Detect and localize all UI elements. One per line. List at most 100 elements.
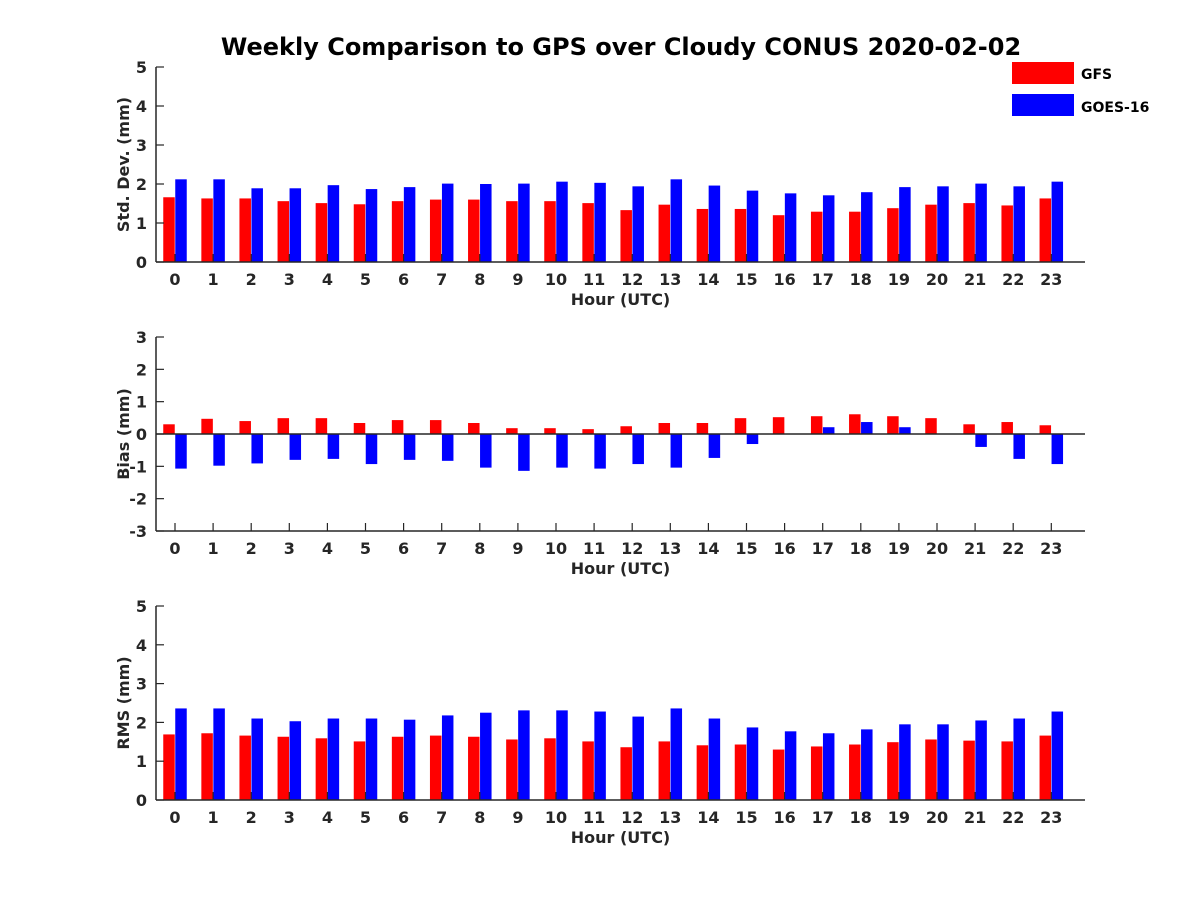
bias-x-tick-label: 18 bbox=[850, 539, 872, 558]
std-dev-x-tick-label: 8 bbox=[474, 270, 485, 289]
rms-bar-gfs-11 bbox=[582, 741, 594, 800]
bias-x-tick-label: 15 bbox=[735, 539, 757, 558]
std-dev-x-tick-label: 11 bbox=[583, 270, 605, 289]
std-dev-y-tick-label: 0 bbox=[136, 253, 147, 272]
bias-x-tick-label: 21 bbox=[964, 539, 986, 558]
std-dev-x-tick-label: 10 bbox=[545, 270, 567, 289]
std-dev-bar-gfs-4 bbox=[315, 203, 328, 262]
rms-x-tick-label: 10 bbox=[545, 808, 567, 827]
std-dev-bar-gfs-22 bbox=[1001, 205, 1013, 262]
bias-y-tick-label: 2 bbox=[136, 360, 147, 379]
rms-x-tick-label: 23 bbox=[1040, 808, 1062, 827]
std-dev-bar-gfs-21 bbox=[963, 203, 975, 262]
rms-bar-gfs-18 bbox=[849, 744, 861, 800]
std-dev-x-tick-label: 5 bbox=[360, 270, 371, 289]
bias-y-tick-label: 1 bbox=[136, 393, 147, 412]
std-dev-bar-gfs-2 bbox=[239, 198, 251, 262]
bias-bar-goes16-22 bbox=[1013, 434, 1025, 459]
bias-bar-gfs-11 bbox=[582, 429, 594, 434]
rms-y-tick-label: 5 bbox=[136, 597, 147, 616]
rms-bar-goes16-4 bbox=[327, 718, 340, 800]
bias-y-tick-label: 3 bbox=[136, 328, 147, 347]
std-dev-bar-goes16-0 bbox=[175, 179, 187, 262]
std-dev-x-tick-label: 17 bbox=[812, 270, 834, 289]
std-dev-bar-gfs-19 bbox=[887, 208, 899, 262]
rms-x-axis-label: Hour (UTC) bbox=[571, 828, 671, 847]
bias-x-tick-label: 10 bbox=[545, 539, 567, 558]
rms-bar-gfs-22 bbox=[1001, 741, 1013, 800]
std-dev-bar-goes16-8 bbox=[480, 184, 492, 262]
bias-bar-goes16-18 bbox=[861, 422, 873, 434]
std-dev-x-tick-label: 23 bbox=[1040, 270, 1062, 289]
std-dev-bar-goes16-4 bbox=[327, 185, 340, 262]
bias-bar-gfs-12 bbox=[620, 426, 632, 434]
std-dev-bar-gfs-7 bbox=[429, 199, 442, 262]
rms-bar-gfs-10 bbox=[544, 738, 556, 800]
std-dev-bar-gfs-10 bbox=[544, 201, 556, 262]
bias-bar-gfs-17 bbox=[810, 416, 823, 434]
bias-x-tick-label: 17 bbox=[812, 539, 834, 558]
rms-bar-gfs-23 bbox=[1039, 735, 1052, 800]
std-dev-y-tick-label: 3 bbox=[136, 136, 147, 155]
rms-bar-gfs-21 bbox=[963, 740, 975, 800]
std-dev-bar-goes16-19 bbox=[899, 187, 911, 262]
rms-bar-gfs-14 bbox=[696, 745, 709, 800]
std-dev-bar-goes16-16 bbox=[784, 193, 797, 262]
rms-bar-gfs-15 bbox=[734, 744, 747, 800]
std-dev-bar-goes16-21 bbox=[975, 183, 987, 262]
legend-label-goes16: GOES-16 bbox=[1081, 100, 1149, 116]
rms-x-tick-label: 12 bbox=[621, 808, 643, 827]
bias-x-tick-label: 6 bbox=[398, 539, 409, 558]
rms-bar-gfs-6 bbox=[391, 736, 404, 800]
bias-y-tick-label: -3 bbox=[129, 522, 147, 541]
bias-bar-goes16-8 bbox=[480, 434, 492, 468]
bias-bar-goes16-0 bbox=[175, 434, 187, 469]
std-dev-bar-goes16-5 bbox=[365, 189, 378, 262]
bias-x-tick-label: 7 bbox=[436, 539, 447, 558]
std-dev-bar-gfs-3 bbox=[277, 201, 290, 262]
rms-bar-goes16-10 bbox=[556, 710, 568, 800]
rms-x-tick-label: 8 bbox=[474, 808, 485, 827]
rms-bar-goes16-12 bbox=[632, 716, 644, 800]
rms-bar-goes16-6 bbox=[403, 719, 416, 800]
std-dev-x-tick-label: 14 bbox=[697, 270, 719, 289]
std-dev-x-tick-label: 18 bbox=[850, 270, 872, 289]
bias-x-tick-label: 23 bbox=[1040, 539, 1062, 558]
rms-x-tick-label: 15 bbox=[735, 808, 757, 827]
bias-bar-goes16-2 bbox=[251, 434, 263, 464]
bias-x-tick-label: 3 bbox=[284, 539, 295, 558]
bias-x-tick-label: 19 bbox=[888, 539, 910, 558]
bias-x-tick-label: 20 bbox=[926, 539, 948, 558]
bias-bar-gfs-10 bbox=[544, 428, 556, 434]
bias-bar-gfs-13 bbox=[658, 423, 671, 434]
bias-bar-goes16-14 bbox=[708, 434, 721, 458]
std-dev-bar-gfs-8 bbox=[468, 199, 480, 262]
bias-bar-gfs-4 bbox=[315, 418, 328, 434]
std-dev-x-tick-label: 1 bbox=[208, 270, 219, 289]
rms-bar-gfs-1 bbox=[201, 733, 213, 800]
rms-x-tick-label: 7 bbox=[436, 808, 447, 827]
bias-bar-gfs-22 bbox=[1001, 422, 1013, 434]
bias-bar-gfs-2 bbox=[239, 421, 251, 434]
bias-x-tick-label: 4 bbox=[322, 539, 333, 558]
rms-bar-goes16-23 bbox=[1051, 711, 1064, 800]
bias-bar-gfs-15 bbox=[734, 418, 747, 434]
bias-bar-goes16-5 bbox=[365, 434, 378, 465]
std-dev-bar-gfs-16 bbox=[772, 215, 785, 262]
bias-bar-gfs-16 bbox=[772, 417, 785, 434]
bias-bar-gfs-21 bbox=[963, 424, 975, 434]
std-dev-bar-gfs-1 bbox=[201, 198, 213, 262]
rms-bar-goes16-18 bbox=[861, 729, 873, 800]
std-dev-y-tick-label: 4 bbox=[136, 97, 147, 116]
bias-bar-goes16-1 bbox=[213, 434, 225, 466]
rms-bar-gfs-9 bbox=[506, 739, 518, 800]
bias-bar-gfs-3 bbox=[277, 418, 290, 434]
rms-bar-goes16-8 bbox=[480, 712, 492, 800]
chart-title: Weekly Comparison to GPS over Cloudy CON… bbox=[221, 33, 1021, 61]
std-dev-bar-goes16-6 bbox=[403, 187, 416, 262]
bias-bar-goes16-19 bbox=[899, 427, 911, 434]
rms-bar-goes16-20 bbox=[937, 724, 949, 800]
rms-bar-gfs-8 bbox=[468, 736, 480, 800]
rms-x-tick-label: 1 bbox=[208, 808, 219, 827]
